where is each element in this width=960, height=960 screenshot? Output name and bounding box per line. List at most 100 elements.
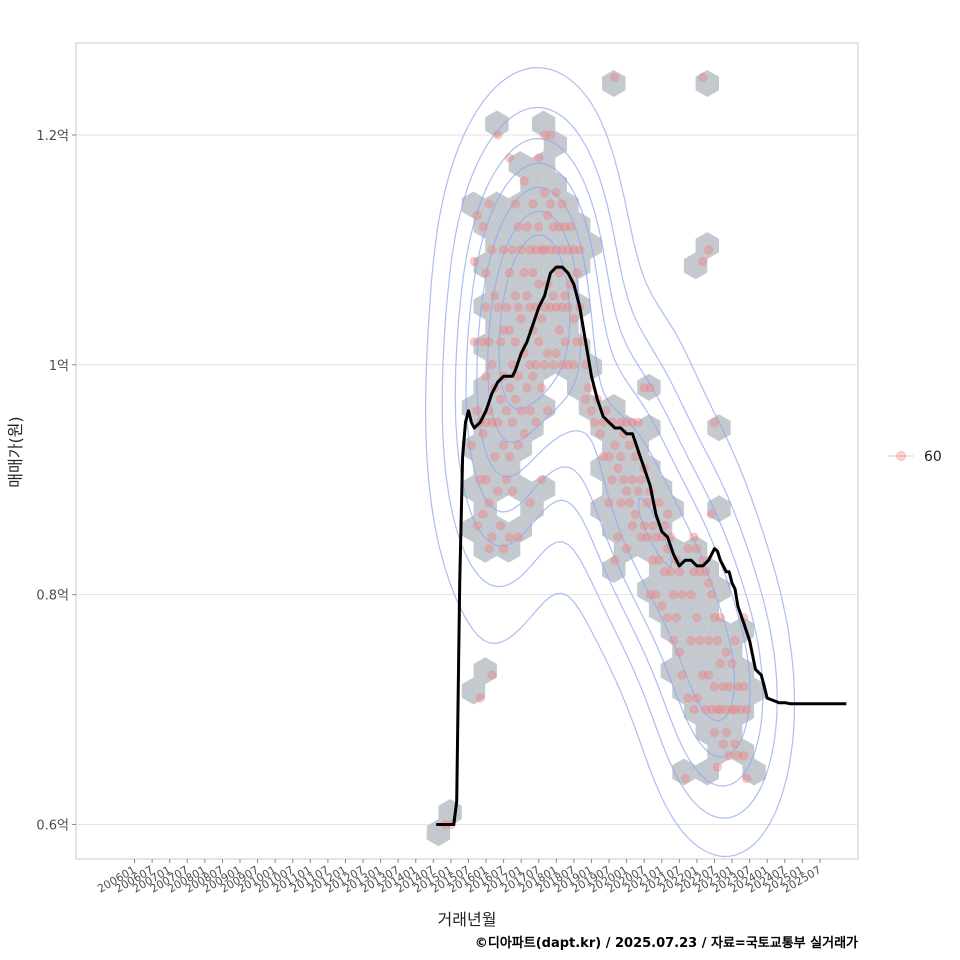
data-point [522, 222, 532, 232]
data-point [551, 187, 562, 198]
hexbin-cell [590, 454, 614, 482]
data-point [534, 279, 544, 290]
hexbin-cell [660, 495, 684, 523]
moving-average-line [436, 265, 847, 826]
data-point [718, 681, 728, 692]
data-point [560, 337, 570, 347]
hexbin-cell [461, 434, 486, 462]
data-point [604, 452, 614, 462]
hexbin-cell [730, 738, 755, 766]
data-point [469, 337, 480, 347]
data-point [472, 210, 482, 221]
hexbin-cell [660, 576, 684, 604]
data-point [519, 268, 529, 278]
data-point [689, 532, 699, 542]
data-point [516, 314, 526, 324]
hexbin-cell [485, 313, 509, 340]
data-point [621, 417, 632, 427]
hexbin-cell [496, 373, 521, 401]
data-point [648, 555, 658, 565]
hexbin-cell [496, 333, 521, 361]
data-point [636, 475, 646, 485]
data-point [671, 612, 682, 623]
data-point [493, 302, 503, 313]
data-point [554, 222, 564, 232]
hexbin-cell [485, 515, 509, 543]
hexbin-cell [707, 738, 731, 766]
data-point [557, 199, 567, 209]
data-point [701, 566, 711, 577]
hexbin-cell [695, 232, 719, 259]
data-point [715, 704, 726, 715]
contour-level [476, 186, 735, 722]
data-point [493, 130, 503, 140]
data-point [528, 268, 538, 278]
data-point [501, 475, 512, 485]
hexbin-cell [508, 232, 532, 259]
x-axis-title: 거래년월 [438, 910, 497, 929]
data-point [566, 222, 576, 232]
data-point [677, 670, 687, 680]
data-point [695, 635, 705, 646]
hexbin-cell [508, 515, 532, 543]
hexbin-cell [508, 313, 532, 340]
hexbin-cell [555, 232, 579, 259]
hexbin-cell [520, 252, 544, 280]
data-point [698, 670, 708, 680]
data-point [706, 589, 717, 600]
data-point [545, 302, 556, 313]
data-point [551, 245, 562, 255]
hexbin-cell [555, 191, 579, 219]
data-point [563, 302, 573, 313]
data-point [642, 532, 652, 542]
data-point [706, 704, 717, 715]
data-point [557, 302, 567, 313]
hexbin-cell [532, 110, 556, 138]
data-point [554, 268, 564, 278]
data-point [633, 417, 644, 427]
hexbin-cell [532, 394, 556, 421]
hexbin-cell [707, 657, 731, 685]
data-point [484, 543, 494, 554]
data-point [677, 589, 687, 600]
data-point [495, 394, 506, 404]
data-point [487, 670, 497, 680]
data-point [683, 693, 693, 703]
hexbin-cell [637, 414, 661, 442]
hexbin-cell [461, 191, 486, 219]
data-point [495, 337, 506, 347]
data-point [674, 566, 685, 577]
data-point [692, 693, 702, 703]
data-point [683, 543, 693, 554]
hexbin-cell [508, 272, 532, 300]
data-point [534, 153, 544, 163]
data-point [665, 566, 676, 577]
data-point [519, 429, 529, 439]
data-point [504, 325, 515, 336]
data-point [727, 704, 737, 715]
hexbin-cell [485, 475, 509, 502]
data-point [510, 199, 521, 209]
data-point [475, 475, 485, 485]
data-point [595, 429, 605, 439]
hexbin-cell [707, 495, 731, 523]
data-point [478, 337, 488, 347]
data-point [715, 658, 726, 669]
data-point [727, 658, 737, 669]
hexbin-cell [496, 211, 521, 239]
data-point [636, 532, 646, 542]
data-point [478, 509, 488, 519]
hexbin-cell [520, 414, 544, 442]
data-point [504, 452, 515, 462]
data-point [569, 245, 579, 255]
hexbin-cell [532, 475, 556, 502]
hexbin-cell [602, 515, 626, 543]
data-point [481, 371, 491, 381]
data-point [662, 509, 673, 519]
data-point [548, 360, 559, 370]
hexbin-cell [695, 637, 719, 664]
data-point [730, 739, 740, 749]
data-point [557, 245, 567, 255]
contour-level [454, 137, 764, 787]
data-point [709, 681, 720, 692]
